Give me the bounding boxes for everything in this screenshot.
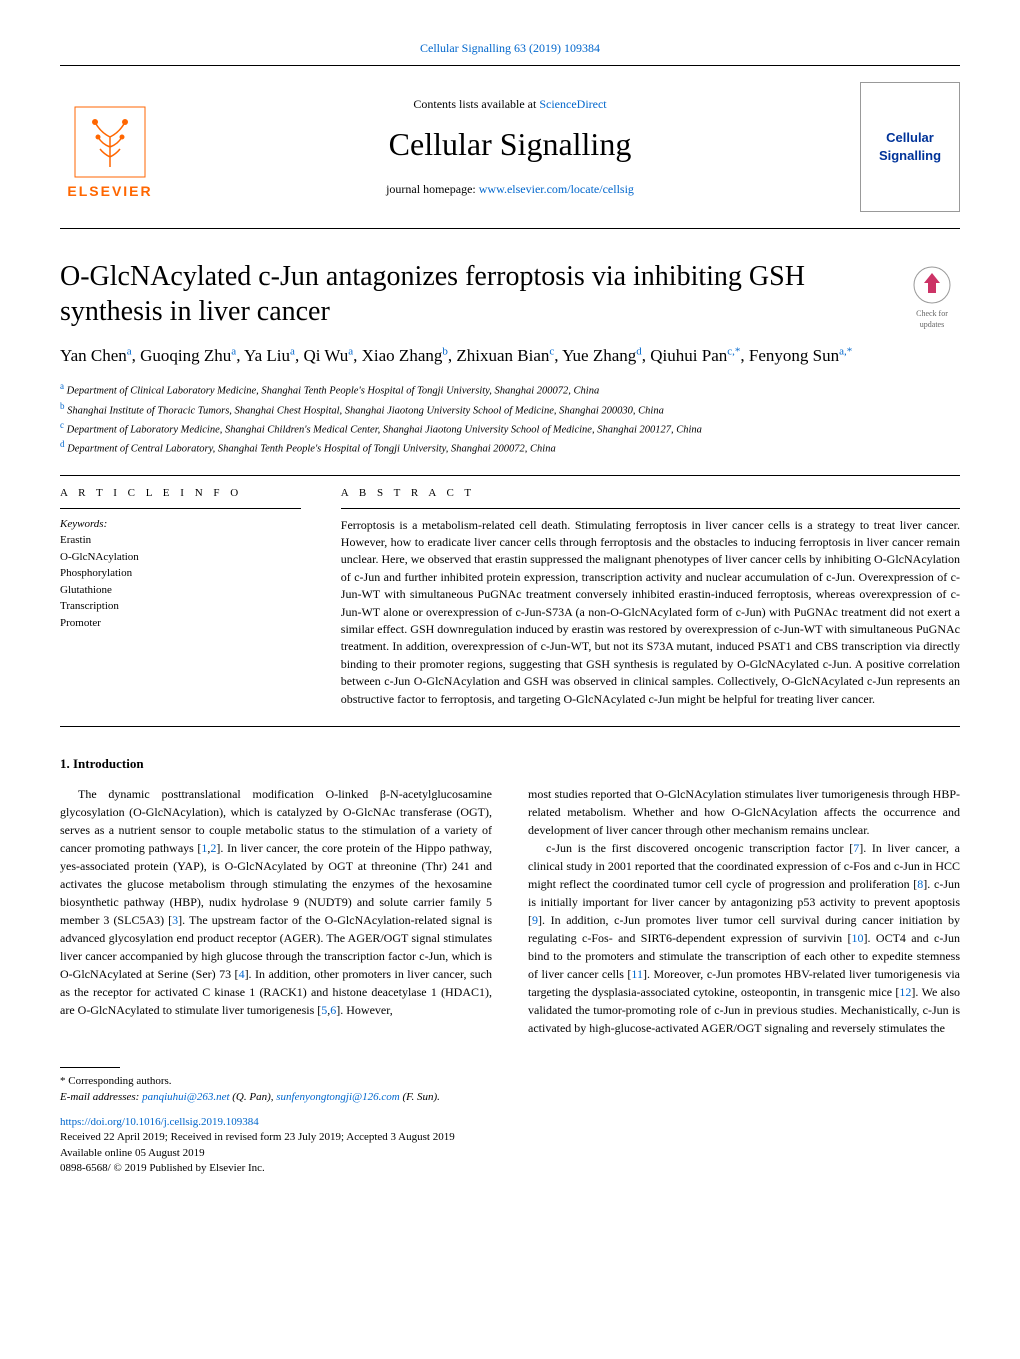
- doi-block: https://doi.org/10.1016/j.cellsig.2019.1…: [60, 1115, 960, 1130]
- affiliation-line: b Shanghai Institute of Thoracic Tumors,…: [60, 400, 960, 419]
- homepage-link[interactable]: www.elsevier.com/locate/cellsig: [479, 182, 634, 196]
- abstract-text: Ferroptosis is a metabolism-related cell…: [341, 517, 960, 708]
- copyright-line: 0898-6568/ © 2019 Published by Elsevier …: [60, 1161, 960, 1176]
- divider: [60, 726, 960, 727]
- received-line: Received 22 April 2019; Received in revi…: [60, 1130, 960, 1145]
- abstract-heading: A B S T R A C T: [341, 486, 960, 501]
- email-label: E-mail addresses:: [60, 1091, 142, 1103]
- email-name-1: (Q. Pan),: [230, 1091, 277, 1103]
- homepage-line: journal homepage: www.elsevier.com/locat…: [160, 181, 860, 198]
- intro-para-2: most studies reported that O-GlcNAcylati…: [528, 785, 960, 839]
- keyword: O-GlcNAcylation: [60, 549, 301, 566]
- article-title: O-GlcNAcylated c-Jun antagonizes ferropt…: [60, 259, 960, 329]
- divider: [60, 65, 960, 66]
- journal-cover[interactable]: Cellular Signalling: [860, 82, 960, 212]
- info-abstract-row: A R T I C L E I N F O Keywords: ErastinO…: [60, 486, 960, 708]
- divider: [60, 228, 960, 229]
- publisher-name: ELSEVIER: [67, 182, 152, 202]
- affiliation-line: a Department of Clinical Laboratory Medi…: [60, 380, 960, 399]
- divider: [60, 1067, 120, 1068]
- article-info: A R T I C L E I N F O Keywords: ErastinO…: [60, 486, 301, 708]
- check-updates-icon: [912, 265, 952, 305]
- intro-heading: 1. Introduction: [60, 755, 960, 773]
- email-name-2: (F. Sun).: [400, 1091, 440, 1103]
- keyword: Erastin: [60, 532, 301, 549]
- column-right: most studies reported that O-GlcNAcylati…: [528, 785, 960, 1037]
- check-updates-badge[interactable]: Check for updates: [904, 265, 960, 331]
- affiliations: a Department of Clinical Laboratory Medi…: [60, 380, 960, 457]
- citation-link[interactable]: Cellular Signalling 63 (2019) 109384: [60, 40, 960, 57]
- masthead: ELSEVIER Contents lists available at Sci…: [60, 70, 960, 224]
- article-head: O-GlcNAcylated c-Jun antagonizes ferropt…: [60, 259, 960, 329]
- abstract: A B S T R A C T Ferroptosis is a metabol…: [341, 486, 960, 708]
- keywords-list: ErastinO-GlcNAcylationPhosphorylationGlu…: [60, 532, 301, 631]
- keyword: Phosphorylation: [60, 565, 301, 582]
- intro-para-1: The dynamic posttranslational modificati…: [60, 785, 492, 1019]
- corresponding-authors: * Corresponding authors. E-mail addresse…: [60, 1074, 960, 1105]
- elsevier-tree-icon: [70, 102, 150, 182]
- journal-title: Cellular Signalling: [160, 122, 860, 167]
- contents-line: Contents lists available at ScienceDirec…: [160, 96, 860, 113]
- publisher-logo[interactable]: ELSEVIER: [60, 92, 160, 202]
- keyword: Promoter: [60, 615, 301, 632]
- keywords-label: Keywords:: [60, 517, 301, 532]
- doi-link[interactable]: https://doi.org/10.1016/j.cellsig.2019.1…: [60, 1116, 259, 1128]
- keyword: Transcription: [60, 598, 301, 615]
- email-link-2[interactable]: sunfenyongtongji@126.com: [276, 1091, 399, 1103]
- body-columns: The dynamic posttranslational modificati…: [60, 785, 960, 1037]
- homepage-prefix: journal homepage:: [386, 182, 479, 196]
- corresponding-label: * Corresponding authors.: [60, 1074, 960, 1089]
- affiliation-line: d Department of Central Laboratory, Shan…: [60, 438, 960, 457]
- divider: [60, 508, 301, 509]
- email-link-1[interactable]: panqiuhui@263.net: [142, 1091, 229, 1103]
- masthead-center: Contents lists available at ScienceDirec…: [160, 96, 860, 198]
- column-left: The dynamic posttranslational modificati…: [60, 785, 492, 1037]
- check-updates-label: Check for updates: [904, 308, 960, 330]
- cover-title-1: Cellular: [886, 129, 934, 147]
- divider: [60, 475, 960, 476]
- intro-para-3: c-Jun is the first discovered oncogenic …: [528, 839, 960, 1037]
- cover-title-2: Signalling: [879, 147, 941, 165]
- available-line: Available online 05 August 2019: [60, 1146, 960, 1161]
- divider: [341, 508, 960, 509]
- article-info-heading: A R T I C L E I N F O: [60, 486, 301, 501]
- contents-prefix: Contents lists available at: [413, 97, 539, 111]
- authors: Yan Chena, Guoqing Zhua, Ya Liua, Qi Wua…: [60, 343, 960, 369]
- sciencedirect-link[interactable]: ScienceDirect: [539, 97, 606, 111]
- keyword: Glutathione: [60, 582, 301, 599]
- affiliation-line: c Department of Laboratory Medicine, Sha…: [60, 419, 960, 438]
